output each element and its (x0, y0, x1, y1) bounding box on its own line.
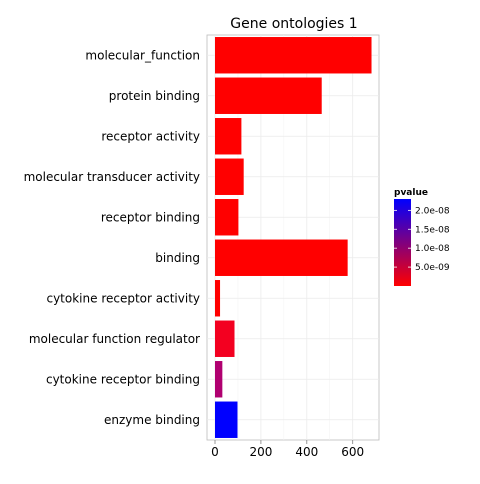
bar (215, 361, 223, 398)
x-axis-ticks: 0 200 400 600 (211, 440, 364, 459)
legend-labels: 2.0e-08 1.5e-08 1.0e-08 5.0e-09 (394, 206, 450, 273)
bar (215, 199, 239, 236)
bar (215, 77, 322, 114)
legend-title: pvalue (394, 188, 428, 198)
category-label: molecular_function (85, 48, 200, 62)
bar (215, 320, 235, 357)
bar (215, 158, 244, 195)
legend-colorbar (394, 199, 411, 286)
category-label: protein binding (109, 89, 200, 103)
bar-layer (215, 37, 372, 438)
category-label: binding (155, 251, 200, 265)
legend: pvalue 2.0e-08 1.5e-08 1.0e-08 5.0e-09 (394, 188, 450, 286)
category-label: receptor activity (101, 129, 200, 143)
bar (215, 37, 372, 74)
bar (215, 239, 348, 276)
chart-title: Gene ontologies 1 (230, 16, 357, 32)
x-tick-label: 0 (211, 445, 219, 459)
bar (215, 280, 221, 317)
category-label: enzyme binding (104, 413, 200, 427)
x-tick-label: 400 (295, 445, 318, 459)
category-label: molecular transducer activity (24, 170, 200, 184)
category-label: molecular function regulator (29, 332, 200, 346)
bar (215, 401, 238, 438)
legend-label: 2.0e-08 (415, 206, 450, 216)
x-tick-label: 200 (249, 445, 272, 459)
x-tick-label: 600 (341, 445, 364, 459)
category-label: receptor binding (101, 210, 200, 224)
legend-label: 1.0e-08 (415, 244, 450, 254)
bar (215, 118, 242, 155)
category-label: cytokine receptor binding (46, 372, 200, 386)
legend-label: 1.5e-08 (415, 225, 450, 235)
legend-label: 5.0e-09 (415, 263, 450, 273)
category-label: cytokine receptor activity (46, 291, 200, 305)
